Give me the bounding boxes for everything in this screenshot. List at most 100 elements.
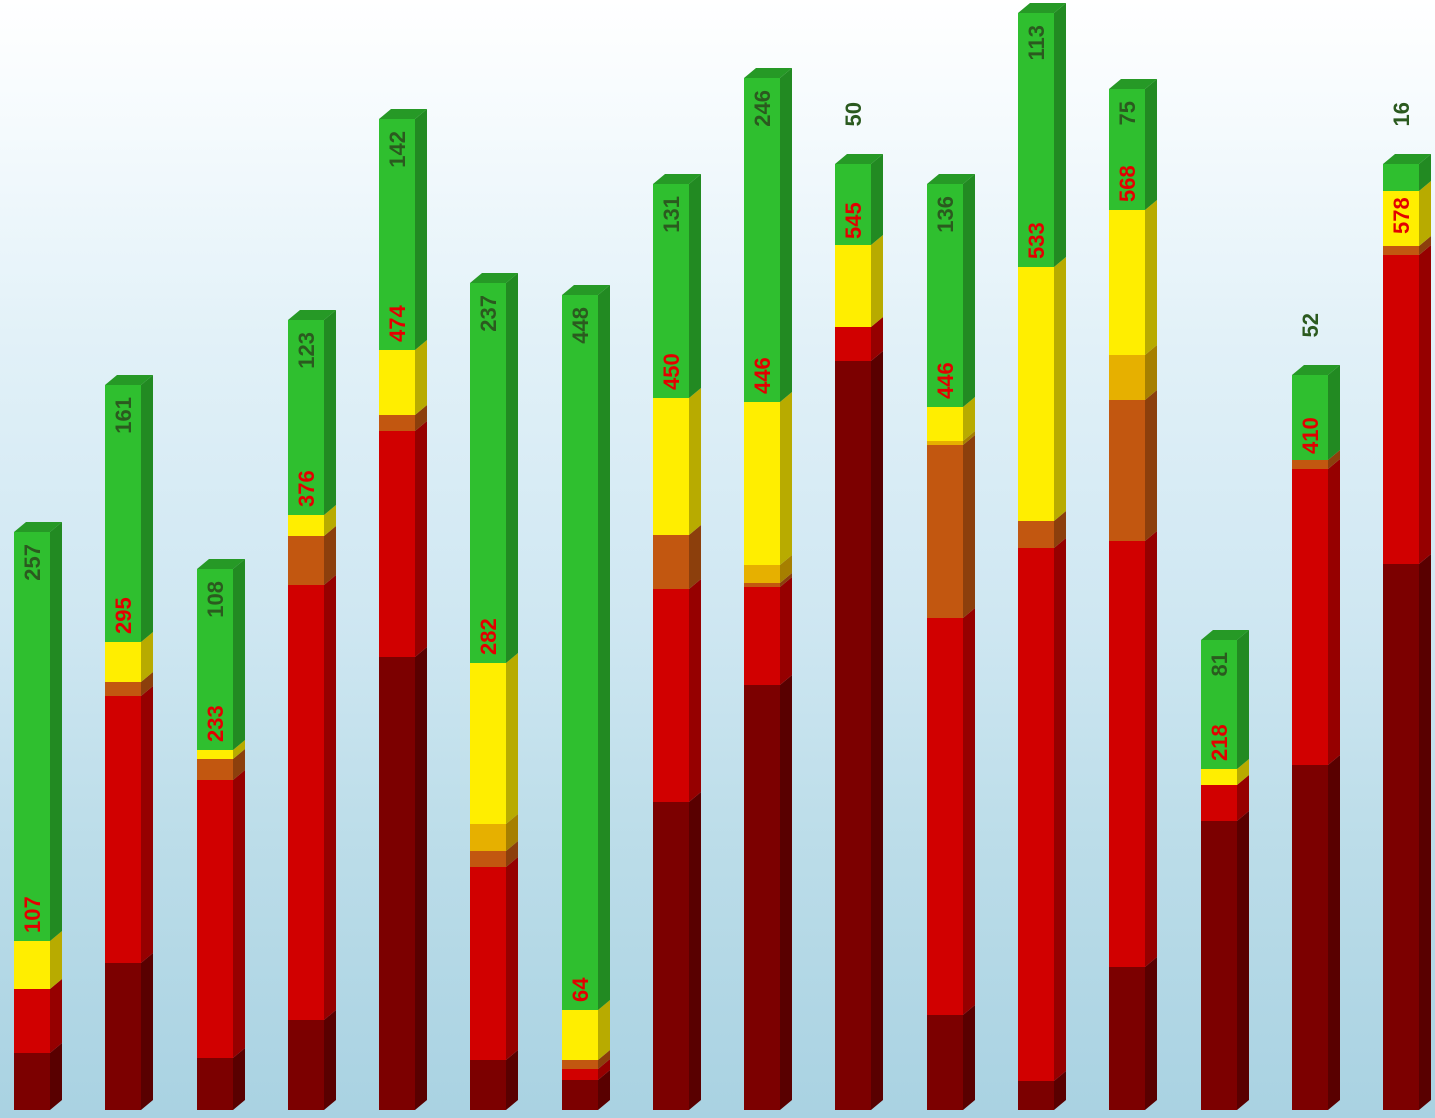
- bar-9-red-segment: [744, 587, 780, 685]
- bar-10-top-cap: [835, 154, 883, 164]
- bar-5-dark-red-segment: [379, 657, 415, 1110]
- bar-7-red-side: [598, 1059, 610, 1080]
- bar-2-mid-label: 295: [111, 597, 136, 634]
- bar-2-orange-side: [141, 672, 153, 696]
- bar-4-yellow-side: [324, 505, 336, 536]
- bar-11-mid-label: 446: [933, 362, 958, 399]
- bar-10-dark-red-segment: [835, 361, 871, 1110]
- bar-6-mid-label: 282: [476, 618, 501, 655]
- bar-5-top-label: 142: [385, 131, 410, 168]
- bar-1-top-label: 257: [20, 544, 45, 581]
- bar-4-red-segment: [288, 585, 324, 1020]
- bar-9-amber-side: [780, 555, 792, 583]
- bar-16-mid-label: 578: [1389, 197, 1414, 234]
- bar-5-mid-label: 474: [385, 305, 410, 342]
- bar-3-orange-side: [233, 749, 245, 780]
- bar-7-red-segment: [562, 1069, 598, 1080]
- bar-7-orange-side: [598, 1050, 610, 1069]
- bar-8-dark-red-segment: [653, 802, 689, 1110]
- bar-1-red-segment: [14, 989, 50, 1053]
- bar-4-green-segment: [288, 320, 324, 515]
- bar-1-green-side: [50, 522, 62, 941]
- bar-11-top-cap: [927, 174, 975, 184]
- bar-16-red-segment: [1383, 255, 1419, 564]
- bar-13-yellow-side: [1145, 200, 1157, 355]
- bar-6-orange-segment: [470, 851, 506, 867]
- bar-9-green-side: [780, 68, 792, 402]
- bar-10-top-label: 50: [841, 102, 866, 126]
- bar-11-green-segment: [927, 184, 963, 407]
- bar-5-orange-side: [415, 405, 427, 431]
- bar-14-top-label: 81: [1207, 652, 1232, 676]
- bar-11-amber-segment: [927, 441, 963, 445]
- bar-9-dark-red-side: [780, 675, 792, 1110]
- bar-9-dark-red-segment: [744, 685, 780, 1110]
- bar-9-yellow-side: [780, 392, 792, 565]
- bar-4-top-cap: [288, 310, 336, 320]
- bar-10-yellow-segment: [835, 245, 871, 327]
- bar-7-mid-label: 64: [568, 977, 593, 1002]
- bar-8-green-segment: [653, 184, 689, 398]
- bar-1-yellow-side: [50, 931, 62, 989]
- bar-12-orange-segment: [1018, 521, 1054, 548]
- bar-9-amber-segment: [744, 565, 780, 583]
- bar-5-yellow-segment: [379, 350, 415, 415]
- bar-16-yellow-side: [1419, 181, 1431, 246]
- bar-11-amber-side: [963, 431, 975, 445]
- bar-4-dark-red-side: [324, 1010, 336, 1110]
- bar-8-yellow-side: [689, 388, 701, 535]
- bar-9-red-side: [780, 577, 792, 685]
- bar-9-orange-segment: [744, 583, 780, 587]
- bar-13-green-segment: [1109, 89, 1145, 210]
- bar-10-dark-red-side: [871, 351, 883, 1110]
- bar-2-yellow-side: [141, 632, 153, 682]
- bar-16-dark-red-side: [1419, 554, 1431, 1110]
- bar-8-yellow-segment: [653, 398, 689, 535]
- bar-2-orange-segment: [105, 682, 141, 696]
- bar-4-orange-segment: [288, 536, 324, 585]
- bar-14: [1201, 630, 1249, 1110]
- bar-12-red-segment: [1018, 548, 1054, 1081]
- bar-13: [1109, 79, 1157, 1110]
- bar-13-amber-segment: [1109, 355, 1145, 400]
- bar-10-green-segment: [835, 164, 871, 245]
- bar-3-dark-red-side: [233, 1048, 245, 1110]
- bar-6-top-label: 237: [476, 295, 501, 332]
- bar-6-yellow-segment: [470, 663, 506, 824]
- bar-16-green-segment: [1383, 164, 1419, 191]
- bar-3-red-side: [233, 770, 245, 1058]
- bar-1-green-segment: [14, 532, 50, 941]
- bar-2-red-segment: [105, 696, 141, 963]
- bar-1-yellow-segment: [14, 941, 50, 989]
- bar-12-dark-red-side: [1054, 1071, 1066, 1110]
- bar-5-green-side: [415, 109, 427, 350]
- bar-2-dark-red-segment: [105, 963, 141, 1110]
- bar-12-yellow-side: [1054, 257, 1066, 521]
- bar-16-green-side: [1419, 154, 1431, 191]
- bar-15-red-side: [1328, 459, 1340, 765]
- bar-9-yellow-segment: [744, 402, 780, 565]
- bar-15-top-label: 52: [1298, 313, 1323, 337]
- bar-7-dark-red-segment: [562, 1080, 598, 1110]
- bar-6-amber-segment: [470, 824, 506, 851]
- bar-3-top-label: 108: [203, 581, 228, 618]
- bar-15: [1292, 365, 1340, 1110]
- bar-11-dark-red-segment: [927, 1015, 963, 1110]
- bar-2: [105, 375, 153, 1110]
- bar-12-orange-side: [1054, 511, 1066, 548]
- bar-13-green-side: [1145, 79, 1157, 210]
- bar-16: [1383, 154, 1431, 1110]
- bar-8-green-side: [689, 174, 701, 398]
- bar-6-dark-red-segment: [470, 1060, 506, 1110]
- bar-8-orange-segment: [653, 535, 689, 589]
- bar-3-top-cap: [197, 559, 245, 569]
- bar-11-yellow-segment: [927, 407, 963, 441]
- bar-12-green-side: [1054, 3, 1066, 267]
- bar-1: [14, 522, 62, 1110]
- bar-15-mid-label: 410: [1298, 417, 1323, 454]
- bar-11-top-label: 136: [933, 196, 958, 233]
- bar-10-mid-label: 545: [841, 202, 866, 239]
- bar-13-amber-side: [1145, 345, 1157, 400]
- bar-2-red-side: [141, 686, 153, 963]
- bar-10: [835, 154, 883, 1110]
